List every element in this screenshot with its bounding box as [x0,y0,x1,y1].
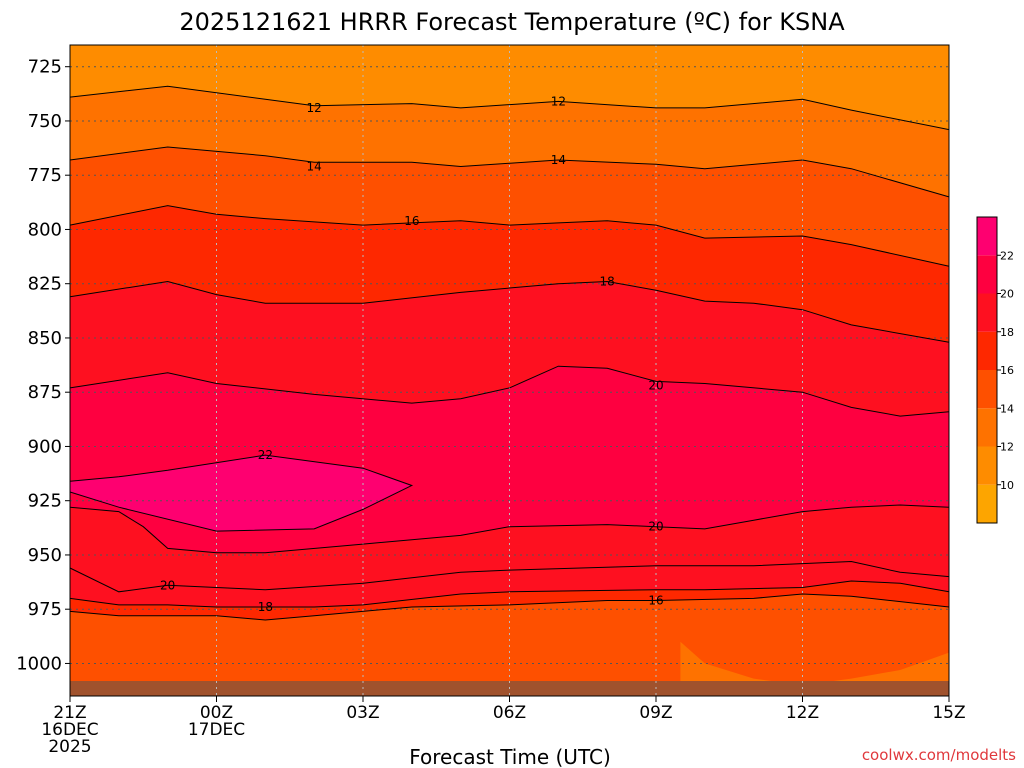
credit-text: coolwx.com/modelts [862,746,1016,764]
y-tick-label: 800 [28,219,62,240]
colorbar-label: 20 [1000,288,1014,301]
contour-line-16 [69,205,950,267]
contour-label: 18 [600,275,615,289]
colorbar-swatch [977,446,997,485]
contour-label: 20 [160,578,175,592]
colorbar-label: 18 [1000,326,1014,339]
y-tick-label: 725 [28,57,62,78]
y-tick-label: 850 [28,328,62,349]
contour-label: 18 [258,600,273,614]
y-tick-label: 975 [28,599,62,620]
contour-label: 20 [648,379,663,393]
colorbar-swatch [977,255,997,294]
x-tick-label: 15Z [932,703,965,723]
colorbar-label: 10 [1000,479,1014,492]
contour-label: 20 [648,520,663,534]
x-tick-label: 12Z [786,703,819,723]
contour-label: 22 [258,448,273,462]
contour-line-14 [69,146,950,198]
y-tick-label: 825 [28,274,62,295]
x-tick-label: 06Z [493,703,526,723]
contour-line-12 [69,85,950,131]
contour-labels: 12 12 14 14 16 18 20 22 20 20 18 16 [160,94,664,614]
colorbar: 10 12 14 16 18 20 22 [976,216,1014,524]
colorbar-label: 14 [1000,402,1014,415]
y-tick-label: 1000 [16,653,62,674]
colorbar-label: 22 [1000,249,1014,262]
y-axis-ticks: 725 750 775 800 825 850 875 900 925 950 975 1000 [16,57,70,674]
colorbar-label: 12 [1000,441,1014,454]
contour-label: 16 [648,594,663,608]
y-tick-label: 875 [28,382,62,403]
colorbar-label: 16 [1000,364,1014,377]
x-tick-label: 00Z [200,703,233,723]
y-tick-label: 750 [28,111,62,132]
x-tick-label: 03Z [346,703,379,723]
contour-bands [70,45,949,696]
contour-label: 14 [551,153,566,167]
x-axis-label: Forecast Time (UTC) [409,745,611,768]
x-tick-label: 17DEC [188,720,245,740]
contour-label: 14 [307,160,322,174]
x-tick-label: 16DEC [41,720,98,740]
contour-line-22 [69,454,414,532]
x-tick-label: 21Z [53,703,86,723]
contour-label: 12 [551,94,566,108]
contour-line-18 [69,580,950,608]
contour-line-18 [69,280,950,343]
colorbar-swatch [977,293,997,332]
contour-label: 12 [307,101,322,115]
colorbar-swatch [977,408,997,447]
colorbar-swatch [977,331,997,370]
contour-line-20 [69,504,950,554]
colorbar-swatch [977,370,997,409]
contour-lines [69,85,950,621]
y-tick-label: 900 [28,436,62,457]
contour-line-16 [69,593,950,621]
y-tick-label: 925 [28,491,62,512]
x-tick-label: 2025 [48,737,91,757]
x-tick-label: 09Z [639,703,672,723]
colorbar-swatch [977,217,997,256]
contour-line-20 [69,365,950,417]
contour-label: 16 [404,214,419,228]
contour-line-20 [69,560,950,593]
y-tick-label: 950 [28,545,62,566]
chart-title: 2025121621 HRRR Forecast Temperature (ºC… [179,8,845,36]
band-ge-22 [70,455,412,532]
y-tick-label: 775 [28,165,62,186]
colorbar-swatch [977,484,997,523]
